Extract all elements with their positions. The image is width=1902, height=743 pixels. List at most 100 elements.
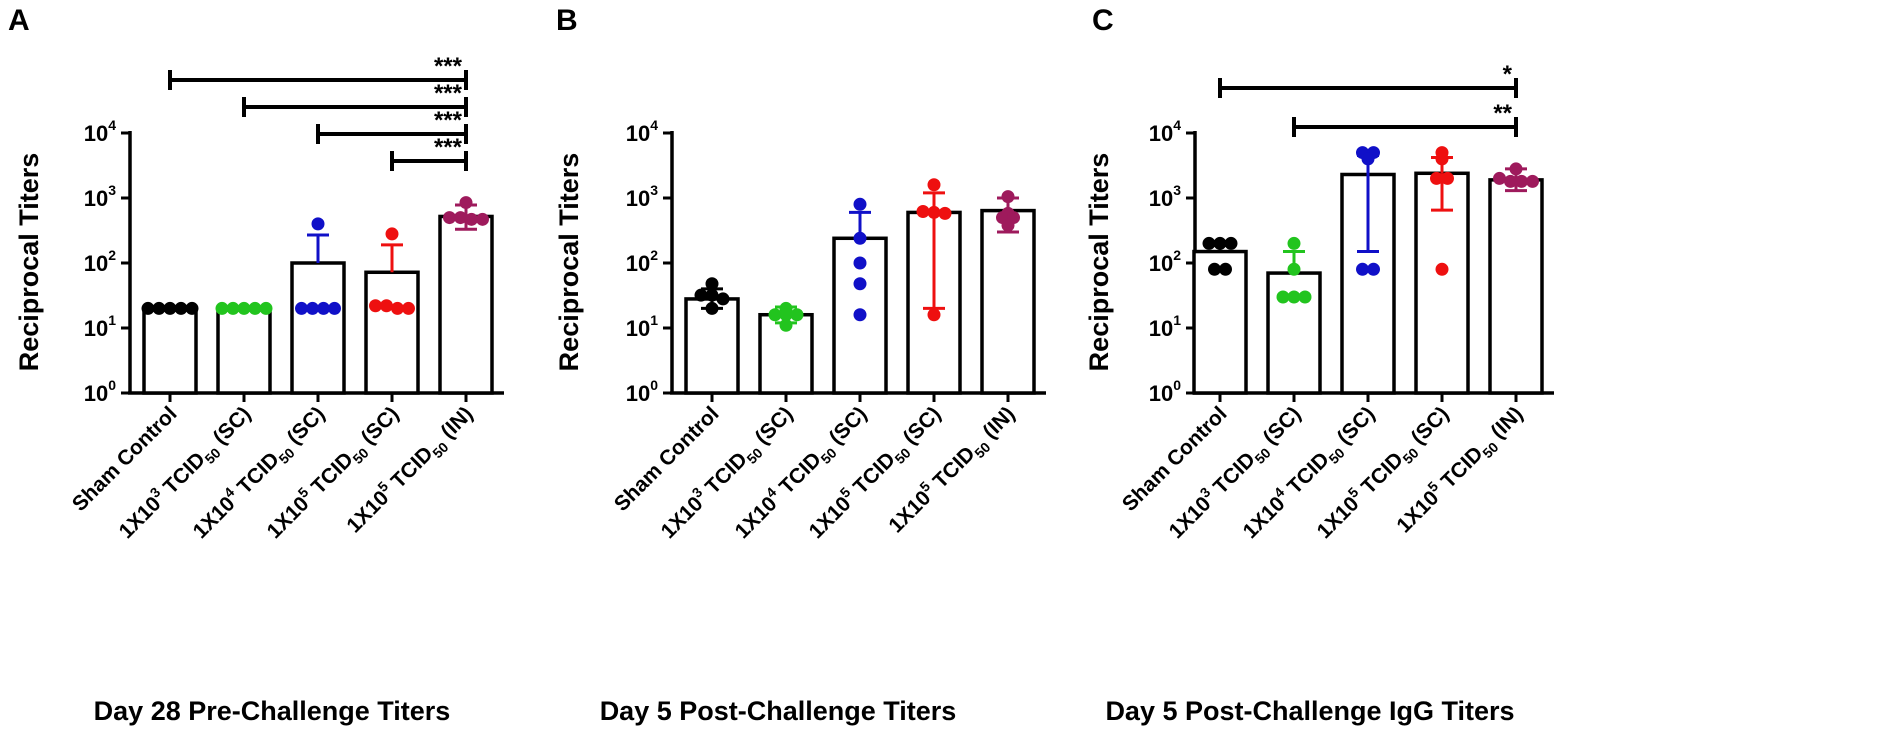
panel-b: B Reciprocal Titers 100 101 102 103 104 Sham Co… (554, 4, 1046, 726)
y-tick-label: 100 (626, 377, 658, 406)
data-point (1515, 174, 1528, 188)
x-category-label: 1X105 TCID50 (IN) (1390, 399, 1531, 540)
data-point (476, 212, 489, 226)
x-category-label: Sham Control (1118, 402, 1232, 516)
data-point (779, 318, 793, 332)
panel-a: A Reciprocal Titers 100 101 102 103 104 Sham Co… (8, 4, 504, 726)
x-category-label: 1X104 TCID50 (SC) (186, 399, 333, 546)
y-tick-label: 103 (84, 182, 116, 211)
x-category-label: 1X105 TCID50 (IN) (882, 399, 1023, 540)
x-category-label: Sham Control (610, 402, 724, 516)
data-point (380, 299, 393, 313)
data-point (1356, 262, 1369, 276)
data-point (443, 211, 456, 225)
data-point (402, 301, 415, 315)
y-tick-label: 101 (626, 312, 658, 341)
data-point (1504, 174, 1517, 188)
data-point (853, 277, 867, 291)
data-point (152, 301, 166, 315)
data-point (1509, 162, 1523, 176)
data-point (1526, 174, 1539, 188)
panel-caption: Day 28 Pre-Challenge Titers (94, 696, 451, 726)
y-axis-label: Reciprocal Titers (1084, 153, 1114, 372)
panel-caption: Day 5 Post-Challenge IgG Titers (1105, 696, 1514, 726)
data-point (1287, 262, 1301, 276)
data-point (1287, 236, 1301, 250)
y-tick-label: 102 (1149, 247, 1181, 276)
data-point (1298, 290, 1312, 304)
x-category-label: 1X104 TCID50 (SC) (728, 399, 875, 546)
data-point (694, 288, 708, 302)
panel-caption: Day 5 Post-Challenge Titers (600, 696, 957, 726)
data-point (215, 301, 229, 315)
data-point (853, 308, 867, 322)
x-category-label: 1X105 TCID50 (SC) (802, 399, 949, 546)
y-tick-label: 104 (626, 117, 658, 146)
y-tick-label: 104 (1149, 117, 1181, 146)
x-category-label: 1X105 TCID50 (IN) (340, 399, 481, 540)
data-point (1441, 171, 1454, 185)
data-point (790, 308, 804, 322)
data-point (1435, 262, 1449, 276)
data-point (916, 204, 930, 218)
x-category-label: 1X105 TCID50 (SC) (260, 399, 407, 546)
bar (1488, 178, 1544, 395)
data-point (927, 178, 941, 192)
significance-label: *** (434, 80, 463, 107)
data-point (391, 301, 404, 315)
x-category-label: 1X103 TCID50 (SC) (654, 399, 801, 546)
bar (1192, 249, 1248, 395)
significance-label: ** (1493, 100, 1512, 127)
data-point (779, 308, 793, 322)
data-point (465, 212, 478, 226)
y-tick-label: 101 (1149, 312, 1181, 341)
y-tick-label: 103 (1149, 182, 1181, 211)
bar (438, 214, 494, 395)
data-point (1208, 262, 1221, 276)
data-point (311, 217, 325, 231)
panel-c: C Reciprocal Titers 100 101 102 103 104 Sham Co… (1084, 4, 1554, 726)
data-point (141, 301, 155, 315)
x-category-label: 1X103 TCID50 (SC) (1162, 399, 1309, 546)
y-axis-label: Reciprocal Titers (554, 153, 584, 372)
x-category-label: 1X103 TCID50 (SC) (112, 399, 259, 546)
data-point (317, 301, 330, 315)
data-point (1224, 236, 1238, 250)
data-point (1430, 171, 1443, 185)
data-point (705, 277, 719, 291)
y-tick-label: 102 (626, 247, 658, 276)
bar (980, 208, 1036, 395)
data-point (459, 196, 473, 210)
data-point (768, 308, 782, 322)
data-point (1367, 262, 1380, 276)
data-point (1435, 152, 1449, 166)
data-point (174, 301, 188, 315)
data-point (1276, 290, 1290, 304)
panel-letter: C (1092, 4, 1114, 37)
data-point (1213, 236, 1227, 250)
data-point (927, 308, 941, 322)
x-category-label: 1X105 TCID50 (SC) (1310, 399, 1457, 546)
panel-letter: B (556, 4, 578, 37)
data-point (226, 301, 240, 315)
data-point (328, 301, 341, 315)
x-category-label: Sham Control (68, 402, 182, 516)
y-tick-label: 102 (84, 247, 116, 276)
y-tick-label: 104 (84, 117, 116, 146)
data-point (1287, 290, 1301, 304)
data-point (853, 231, 867, 245)
data-point (853, 256, 867, 270)
data-point (853, 197, 867, 211)
data-point (185, 301, 199, 315)
bar (290, 261, 346, 395)
data-point (938, 206, 952, 220)
significance-label: *** (434, 107, 463, 134)
data-point (705, 301, 719, 315)
bar (364, 270, 420, 395)
data-point (1001, 218, 1015, 232)
y-tick-label: 100 (1149, 377, 1181, 406)
data-point (1493, 171, 1506, 185)
y-tick-label: 101 (84, 312, 116, 341)
data-point (385, 227, 399, 241)
